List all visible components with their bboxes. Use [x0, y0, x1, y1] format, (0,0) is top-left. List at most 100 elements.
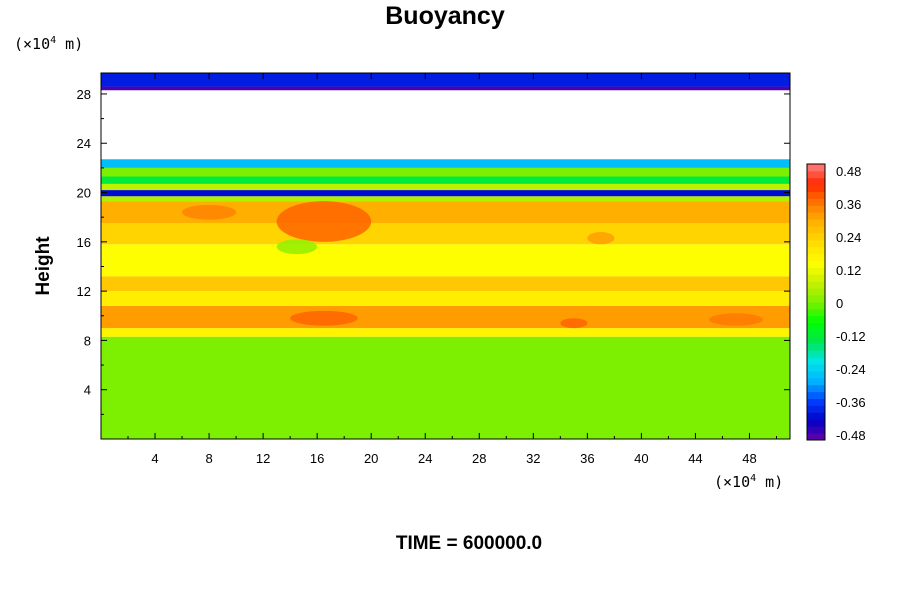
colorbar-level — [807, 322, 825, 330]
colorbar-level — [807, 191, 825, 199]
colorbar-level — [807, 364, 825, 372]
plot-frame — [100, 72, 791, 440]
contour-band-2 — [101, 305, 790, 329]
y-axis-title: Height — [33, 236, 54, 296]
contour-band-3 — [101, 291, 790, 306]
colorbar-label: 0.12 — [836, 263, 861, 278]
y-axis-unit: (×104 m) — [14, 35, 83, 53]
contour-band-1 — [101, 328, 790, 337]
contour-patch-0 — [276, 201, 372, 242]
contour-patch-4 — [560, 318, 588, 329]
contour-band-5 — [101, 244, 790, 277]
contour-band-9 — [101, 190, 790, 197]
x-tick-label: 32 — [526, 451, 540, 466]
colorbar-level — [807, 308, 825, 317]
colorbar-level — [807, 226, 825, 234]
x-tick-label: 40 — [634, 451, 648, 466]
contour-field — [101, 73, 790, 439]
colorbar-level — [807, 233, 825, 241]
y-unit-exponent: 4 — [50, 35, 56, 46]
x-axis: 4 8 12 16 20 24 28 32 36 40 44 48 — [127, 73, 777, 466]
contour-band-4 — [101, 276, 790, 292]
colorbar-frame — [806, 163, 826, 441]
colorbar-label: -0.12 — [836, 329, 866, 344]
x-tick-label: 12 — [256, 451, 270, 466]
colorbar-level — [807, 419, 825, 427]
colorbar-level — [807, 281, 825, 289]
contour-band-13 — [101, 159, 790, 168]
y-tick-label: 16 — [77, 235, 91, 250]
colorbar-level — [807, 336, 825, 344]
colorbar-level — [807, 219, 825, 227]
colorbar-level — [807, 246, 825, 255]
x-tick-label: 24 — [418, 451, 432, 466]
contour-band-6 — [101, 223, 790, 245]
plot-area — [100, 72, 791, 440]
y-tick-label: 24 — [77, 136, 91, 151]
colorbar-label: -0.36 — [836, 395, 866, 410]
x-axis-unit: (×104 m) — [714, 473, 783, 491]
colorbar-label: 0.24 — [836, 230, 861, 245]
colorbar: 0.48 0.36 0.24 0.12 0 -0.12 -0.24 -0.36 -0.48 — [806, 163, 866, 443]
x-unit-exponent: 4 — [750, 473, 756, 484]
contour-band-10 — [101, 183, 790, 191]
y-unit-suffix: m) — [56, 35, 83, 53]
colorbar-level — [807, 295, 825, 303]
x-tick-label: 44 — [688, 451, 702, 466]
y-unit-prefix: (×10 — [14, 35, 50, 53]
colorbar-label: -0.24 — [836, 362, 866, 377]
colorbar-level — [807, 329, 825, 337]
x-unit-suffix: m) — [756, 473, 783, 491]
colorbar-level — [807, 343, 825, 351]
colorbar-level — [807, 177, 825, 186]
colorbar-level — [807, 350, 825, 358]
colorbar-label: 0 — [836, 296, 843, 311]
x-tick-label: 4 — [151, 451, 158, 466]
colorbar-level — [807, 253, 825, 261]
colorbar-level — [807, 212, 825, 220]
contour-band-7 — [101, 201, 790, 224]
x-tick-label: 28 — [472, 451, 486, 466]
y-tick-label: 8 — [84, 333, 91, 348]
colorbar-level — [807, 405, 825, 413]
x-tick-label: 36 — [580, 451, 594, 466]
colorbar-level — [807, 398, 825, 406]
colorbar-level — [807, 184, 825, 192]
colorbar-level — [807, 384, 825, 393]
contour-band-14 — [101, 86, 790, 91]
colorbar-level — [807, 433, 825, 441]
colorbar-label: 0.48 — [836, 164, 861, 179]
contour-band-12 — [101, 167, 790, 177]
colorbar-level — [807, 267, 825, 275]
contour-patch-6 — [587, 231, 615, 245]
contour-patch-3 — [290, 310, 358, 326]
colorbar-level — [807, 205, 825, 213]
time-annotation: TIME = 600000.0 — [396, 533, 542, 554]
contour-patch-5 — [708, 313, 763, 326]
colorbar-label: 0.36 — [836, 197, 861, 212]
colorbar-level — [807, 377, 825, 386]
colorbar-level — [807, 302, 825, 310]
contour-band-8 — [101, 196, 790, 202]
colorbar-level — [807, 426, 825, 434]
y-tick-label: 20 — [77, 186, 91, 201]
colorbar-level — [807, 164, 825, 172]
colorbar-level — [807, 391, 825, 399]
contour-band-11 — [101, 176, 790, 184]
x-tick-label: 48 — [742, 451, 756, 466]
colorbar-level — [807, 170, 825, 179]
colorbar-label: -0.48 — [836, 428, 866, 443]
x-tick-label: 16 — [310, 451, 324, 466]
contour-patches — [182, 201, 763, 329]
y-tick-label: 12 — [77, 284, 91, 299]
contour-band-15 — [101, 73, 790, 87]
colorbar-level — [807, 288, 825, 296]
contour-band-0 — [101, 336, 790, 439]
y-tick-label: 4 — [84, 383, 91, 398]
x-tick-label: 8 — [205, 451, 212, 466]
colorbar-level — [807, 198, 825, 206]
colorbar-level — [807, 260, 825, 268]
colorbar-level — [807, 412, 825, 420]
contour-patch-2 — [276, 239, 318, 255]
